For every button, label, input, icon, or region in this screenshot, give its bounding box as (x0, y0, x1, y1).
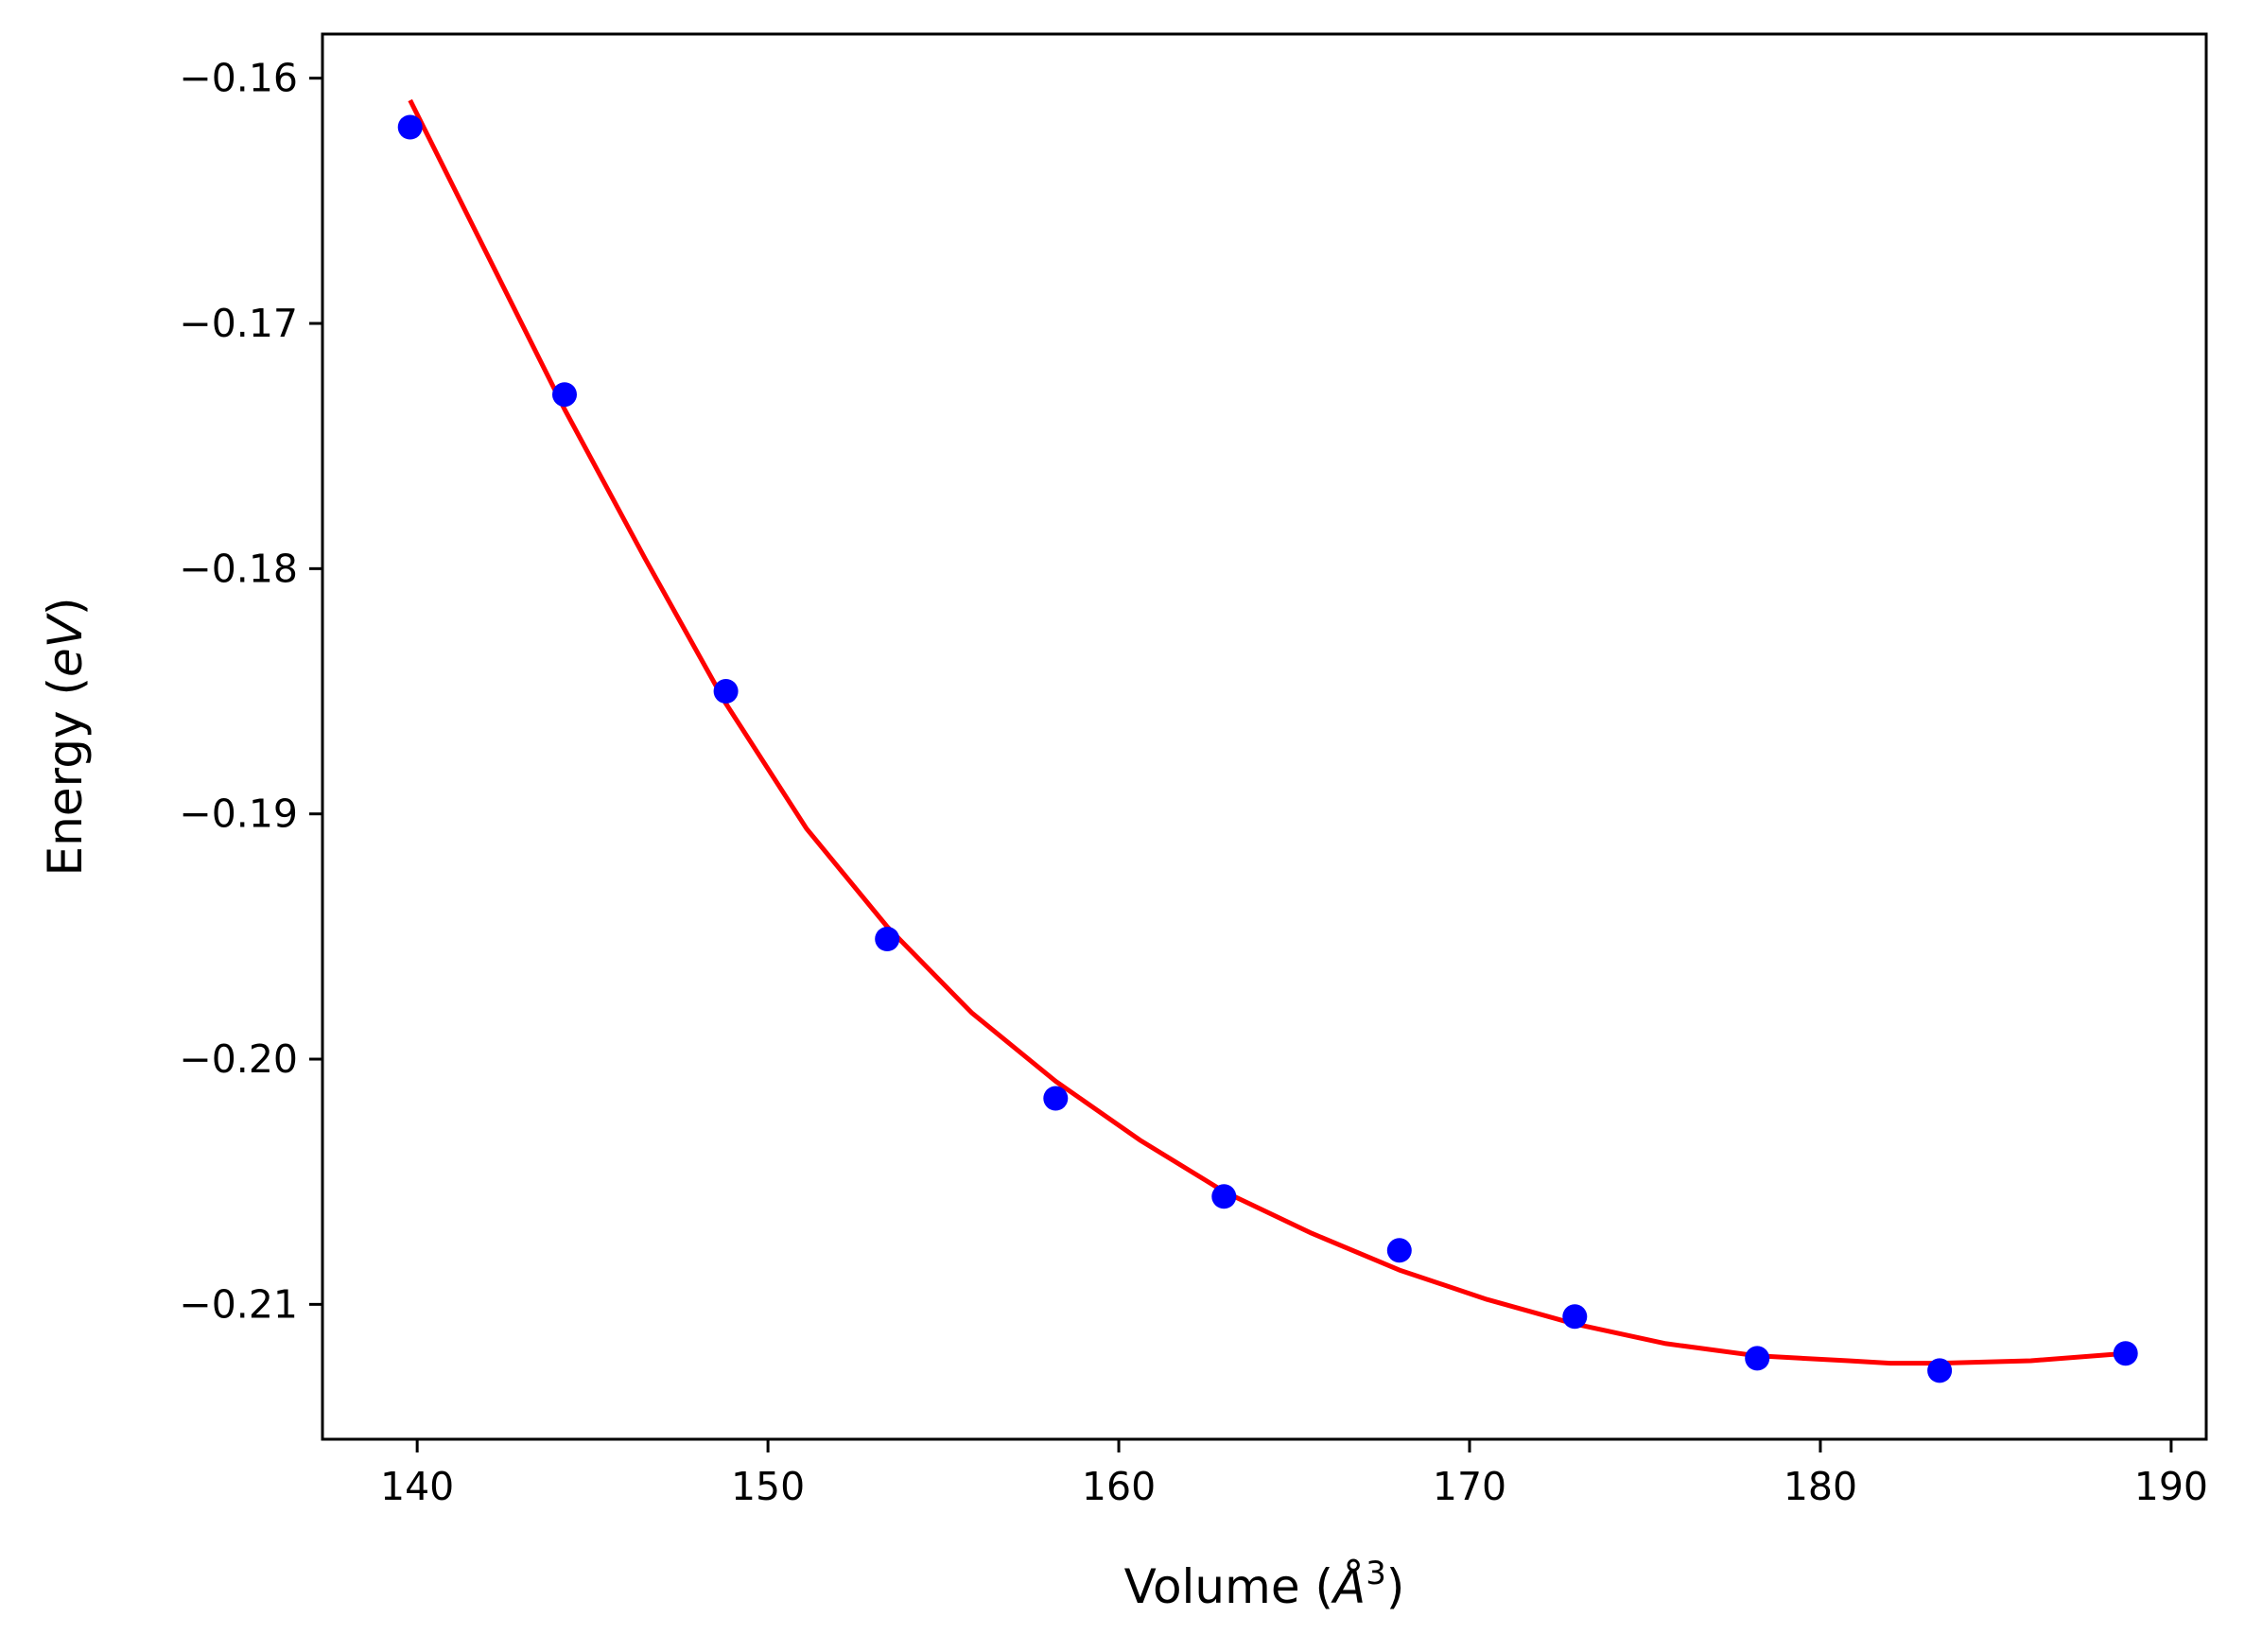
data-point-7 (1386, 1238, 1412, 1263)
data-point-9 (1745, 1346, 1770, 1371)
fit-curve-layer (408, 98, 2126, 1366)
data-points-layer (397, 114, 2138, 1383)
x-axis-label: Volume (Å3) (1124, 1555, 1405, 1614)
x-axis-label-suffix: ) (1386, 1559, 1405, 1614)
y-tick-label-1: −0.17 (179, 301, 298, 346)
y-tick-label-4: −0.20 (179, 1036, 298, 1082)
data-point-2 (552, 382, 577, 408)
data-point-10 (1927, 1358, 1953, 1383)
x-tick-label-180: 180 (1784, 1464, 1857, 1509)
data-point-3 (713, 679, 739, 704)
y-axis-ticks: −0.16 −0.17 −0.18 −0.19 −0.20 −0.21 (179, 56, 322, 1327)
x-tick-label-160: 160 (1082, 1464, 1156, 1509)
x-tick-label-170: 170 (1433, 1464, 1506, 1509)
data-point-5 (1043, 1086, 1069, 1111)
y-tick-label-2: −0.18 (179, 546, 298, 591)
y-tick-label-0: −0.16 (179, 56, 298, 101)
x-axis-label-exponent: 3 (1366, 1555, 1386, 1592)
plot-frame (321, 32, 2208, 1441)
y-tick-label-5: −0.21 (179, 1281, 298, 1327)
x-tick-label-140: 140 (380, 1464, 454, 1509)
y-axis-label-prefix: Energy ( (38, 677, 93, 876)
y-axis-label: Energy (eV) (38, 598, 93, 877)
x-tick-label-190: 190 (2134, 1464, 2208, 1509)
fit-curve-line (408, 98, 2126, 1366)
y-axis-label-unit: eV (38, 612, 93, 677)
y-tick-label-3: −0.19 (179, 791, 298, 837)
x-axis-label-prefix: Volume ( (1124, 1559, 1333, 1614)
data-point-6 (1211, 1184, 1237, 1209)
x-tick-label-150: 150 (731, 1464, 805, 1509)
data-point-1 (397, 114, 423, 140)
data-point-8 (1562, 1304, 1588, 1330)
x-axis-ticks: 140 150 160 170 180 190 (380, 1439, 2208, 1509)
x-axis-label-unit: Å (1331, 1559, 1366, 1614)
data-point-4 (875, 927, 900, 951)
y-axis-label-suffix: ) (38, 598, 93, 617)
data-point-11 (2113, 1341, 2138, 1366)
